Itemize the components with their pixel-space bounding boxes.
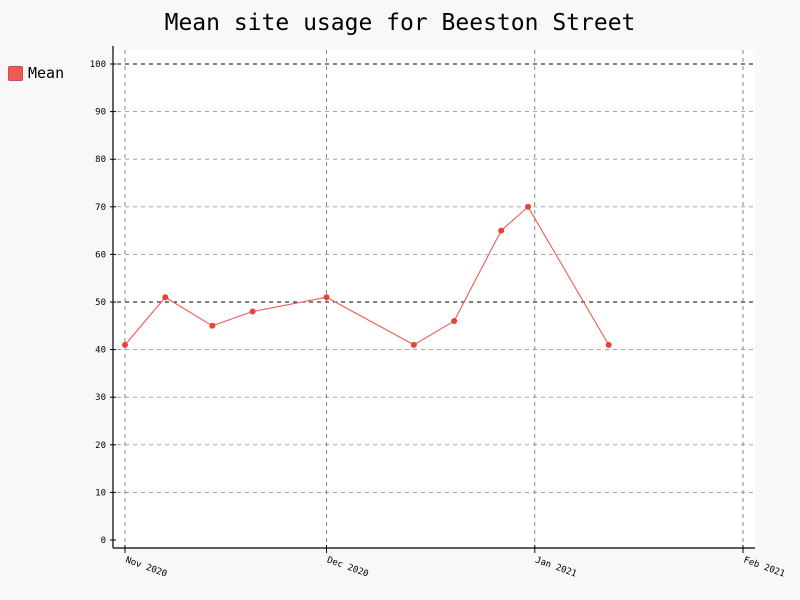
data-point [451,318,458,325]
data-point [162,294,169,301]
x-tick-label: Jan 2021 [534,555,578,579]
chart-title: Mean site usage for Beeston Street [164,10,636,36]
y-tick-label: 70 [95,203,106,213]
series-layer [122,203,612,348]
x-tick-label: Feb 2021 [742,555,786,579]
data-point [410,341,417,348]
data-point [323,294,330,301]
legend-swatch [8,65,23,81]
series-line [124,205,610,346]
grid-layer [117,50,755,548]
x-tick-label: Nov 2020 [124,555,168,579]
data-point [249,308,256,315]
y-tick-label: 90 [95,108,106,118]
data-point [605,341,612,348]
y-tick-label: 80 [95,155,106,165]
y-tick-label: 30 [95,393,106,403]
data-point [209,322,216,329]
plot-background [113,50,755,548]
x-tick-label: Dec 2020 [325,555,369,579]
legend[interactable]: Mean [8,64,64,82]
y-tick-label: 0 [101,536,106,546]
y-tick-label: 40 [95,346,106,356]
legend-label: Mean [28,64,65,82]
data-point [498,227,505,234]
y-tick-label: 10 [95,488,106,498]
y-tick-label: 50 [95,298,106,308]
data-point [122,341,128,348]
data-point [525,203,532,210]
y-tick-label: 60 [95,250,106,260]
y-tick-label: 100 [90,60,106,70]
y-tick-label: 20 [95,441,106,451]
